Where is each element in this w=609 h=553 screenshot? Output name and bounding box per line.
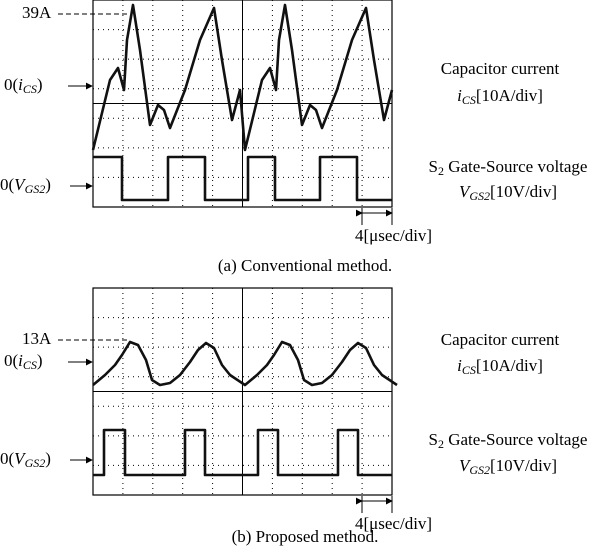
text-part: [10V/div] [490, 182, 557, 201]
text-part: GS2 [25, 182, 46, 196]
text-part: CS [23, 358, 37, 372]
text-part: CS [462, 363, 476, 377]
text-part: [10A/div] [476, 356, 543, 375]
figure: 39A 0(iCS) 0(VGS2) Capacitor current iCS[10A… [0, 0, 609, 553]
text-part: 0( [4, 351, 19, 370]
caption: (b) Proposed method. [232, 527, 379, 546]
current-title: Capacitor current [441, 330, 560, 349]
text-part: ) [45, 175, 51, 194]
text-part: CS [462, 93, 476, 107]
gate-title: S2 Gate-Source voltage [429, 430, 588, 451]
zero-current-label: 0(iCS) [4, 75, 43, 96]
zero-gate-label: 0(VGS2) [0, 449, 51, 470]
text-part: Gate-Source voltage [444, 157, 588, 176]
text-part: ) [37, 351, 43, 370]
text-part: GS2 [469, 189, 490, 203]
peak-label: 13A [22, 329, 52, 348]
zero-current-label: 0(iCS) [4, 351, 43, 372]
text-part: S [429, 157, 438, 176]
text-part: Gate-Source voltage [444, 430, 588, 449]
text-part: GS2 [469, 463, 490, 477]
zero-gate-label: 0(VGS2) [0, 175, 51, 196]
text-part: ) [37, 75, 43, 94]
text-part: 0( [4, 75, 19, 94]
current-scale: iCS[10A/div] [457, 356, 543, 377]
time-scale: 4[μsec/div] [355, 226, 432, 245]
text-part: CS [23, 82, 37, 96]
current-scale: iCS[10A/div] [457, 86, 543, 107]
text-part: ) [45, 449, 51, 468]
text-part: [10V/div] [490, 456, 557, 475]
gate-title: S2 Gate-Source voltage [429, 157, 588, 178]
text-part: 0( [0, 449, 15, 468]
peak-label: 39A [22, 3, 52, 22]
caption: (a) Conventional method. [218, 256, 392, 275]
gate-scale: VGS2[10V/div] [459, 456, 557, 477]
gate-scale: VGS2[10V/div] [459, 182, 557, 203]
current-title: Capacitor current [441, 59, 560, 78]
text-part: S [429, 430, 438, 449]
text-part: [10A/div] [476, 86, 543, 105]
text-part: GS2 [25, 456, 46, 470]
current-waveform [93, 342, 397, 385]
text-part: 0( [0, 175, 15, 194]
